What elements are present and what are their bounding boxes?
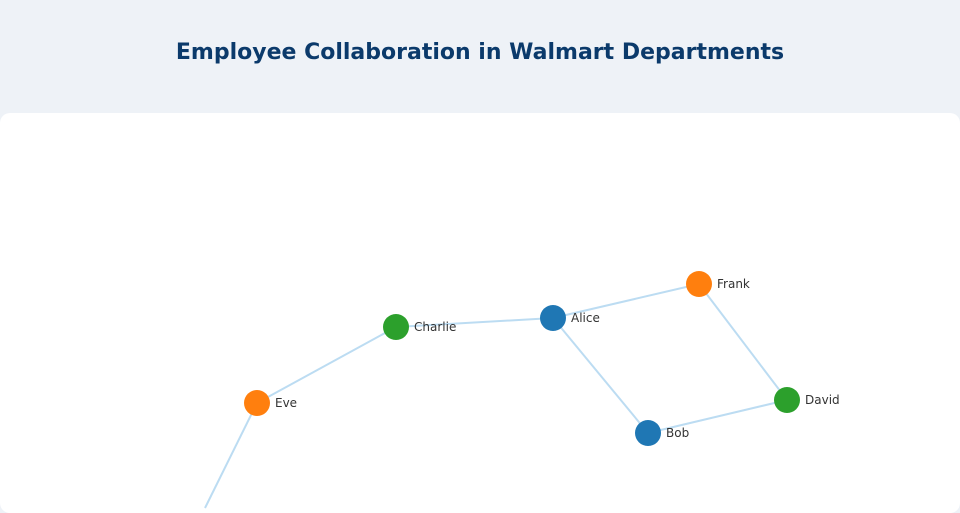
network-graph: Alice Bob Charlie David Eve Frank (204, 271, 840, 509)
edge-alice-charlie (395, 317, 554, 328)
node-frank[interactable]: Frank (686, 271, 750, 297)
node-label: Frank (717, 277, 750, 291)
node-circle[interactable] (540, 305, 566, 331)
node-circle[interactable] (635, 420, 661, 446)
edges-layer (204, 283, 788, 509)
node-charlie[interactable]: Charlie (383, 314, 456, 340)
edge-eve-offscreen (204, 402, 258, 509)
node-label: David (805, 393, 840, 407)
node-label: Bob (666, 426, 689, 440)
node-label: Eve (275, 396, 297, 410)
node-circle[interactable] (686, 271, 712, 297)
edge-bob-david (647, 399, 788, 434)
network-graph-panel: Alice Bob Charlie David Eve Frank (0, 113, 960, 513)
node-label: Charlie (414, 320, 456, 334)
node-bob[interactable]: Bob (635, 420, 689, 446)
nodes-layer: Alice Bob Charlie David Eve Frank (244, 271, 840, 446)
edge-charlie-eve (256, 326, 397, 404)
node-circle[interactable] (383, 314, 409, 340)
node-alice[interactable]: Alice (540, 305, 600, 331)
node-eve[interactable]: Eve (244, 390, 297, 416)
node-circle[interactable] (774, 387, 800, 413)
node-david[interactable]: David (774, 387, 840, 413)
edge-frank-david (698, 283, 788, 401)
edge-alice-bob (552, 317, 649, 434)
page-title: Employee Collaboration in Walmart Depart… (175, 40, 785, 65)
node-label: Alice (571, 311, 600, 325)
edge-alice-frank (552, 283, 700, 319)
node-circle[interactable] (244, 390, 270, 416)
